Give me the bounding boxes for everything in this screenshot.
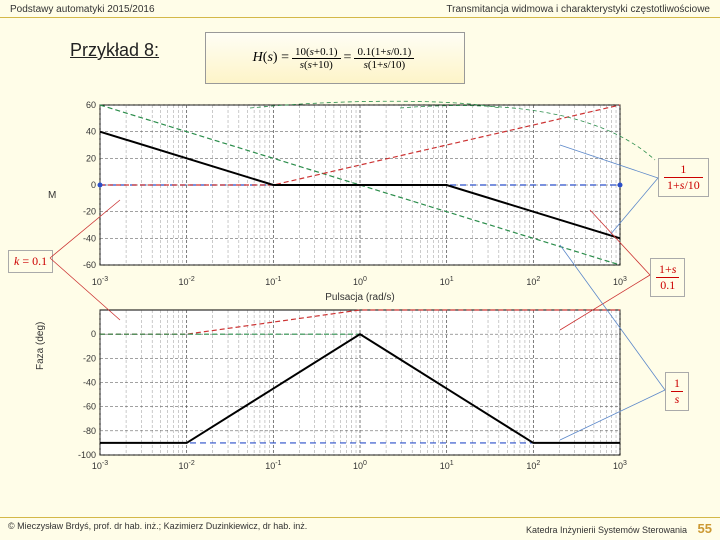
- svg-text:-20: -20: [83, 353, 96, 363]
- svg-text:103: 103: [613, 276, 627, 287]
- svg-text:10-3: 10-3: [92, 276, 108, 287]
- svg-text:40: 40: [86, 127, 96, 137]
- svg-text:60: 60: [86, 100, 96, 110]
- mag-ylabel: M: [48, 190, 56, 201]
- svg-text:-60: -60: [83, 402, 96, 412]
- svg-text:10-1: 10-1: [265, 460, 281, 471]
- page-number: 55: [698, 521, 712, 536]
- svg-text:-60: -60: [83, 260, 96, 270]
- svg-text:-20: -20: [83, 207, 96, 217]
- svg-text:100: 100: [353, 276, 367, 287]
- svg-text:-40: -40: [83, 378, 96, 388]
- footer-left: © Mieczysław Brdyś, prof. dr hab. inż.; …: [8, 521, 307, 536]
- svg-text:-40: -40: [83, 233, 96, 243]
- svg-text:Pulsacja (rad/s): Pulsacja (rad/s): [325, 292, 394, 303]
- svg-text:102: 102: [526, 460, 540, 471]
- header-right: Transmitancja widmowa i charakterystyki …: [446, 4, 710, 15]
- header-left: Podstawy automatyki 2015/2016: [10, 4, 155, 15]
- svg-text:-80: -80: [83, 426, 96, 436]
- svg-text:100: 100: [353, 460, 367, 471]
- tf1-box: 11+s/10: [658, 158, 709, 197]
- svg-text:103: 103: [613, 460, 627, 471]
- k-box: k = 0.1: [8, 250, 53, 273]
- svg-text:10-3: 10-3: [92, 460, 108, 471]
- phase-ylabel: Faza (deg): [35, 322, 46, 370]
- footer-right: Katedra Inżynierii Systemów Sterowania: [526, 525, 687, 535]
- tf2-box: 1+s0.1: [650, 258, 685, 297]
- svg-text:10-2: 10-2: [179, 460, 195, 471]
- transfer-function-formula: H(s) = 10(s+0.1)s(s+10) = 0.1(1+s/0.1)s(…: [205, 32, 465, 84]
- bode-plots: -60 -40 -20 0 20 40 60 -100 -80 -60 -40 -20 0 10-3 10-…: [70, 100, 630, 480]
- svg-text:101: 101: [440, 460, 454, 471]
- svg-text:0: 0: [91, 180, 96, 190]
- svg-text:0: 0: [91, 329, 96, 339]
- svg-text:101: 101: [440, 276, 454, 287]
- svg-text:-100: -100: [78, 450, 96, 460]
- svg-text:102: 102: [526, 276, 540, 287]
- example-title: Przykład 8:: [70, 40, 159, 61]
- tf3-box: 1s: [665, 372, 689, 411]
- svg-text:10-1: 10-1: [265, 276, 281, 287]
- svg-text:20: 20: [86, 153, 96, 163]
- svg-text:10-2: 10-2: [179, 276, 195, 287]
